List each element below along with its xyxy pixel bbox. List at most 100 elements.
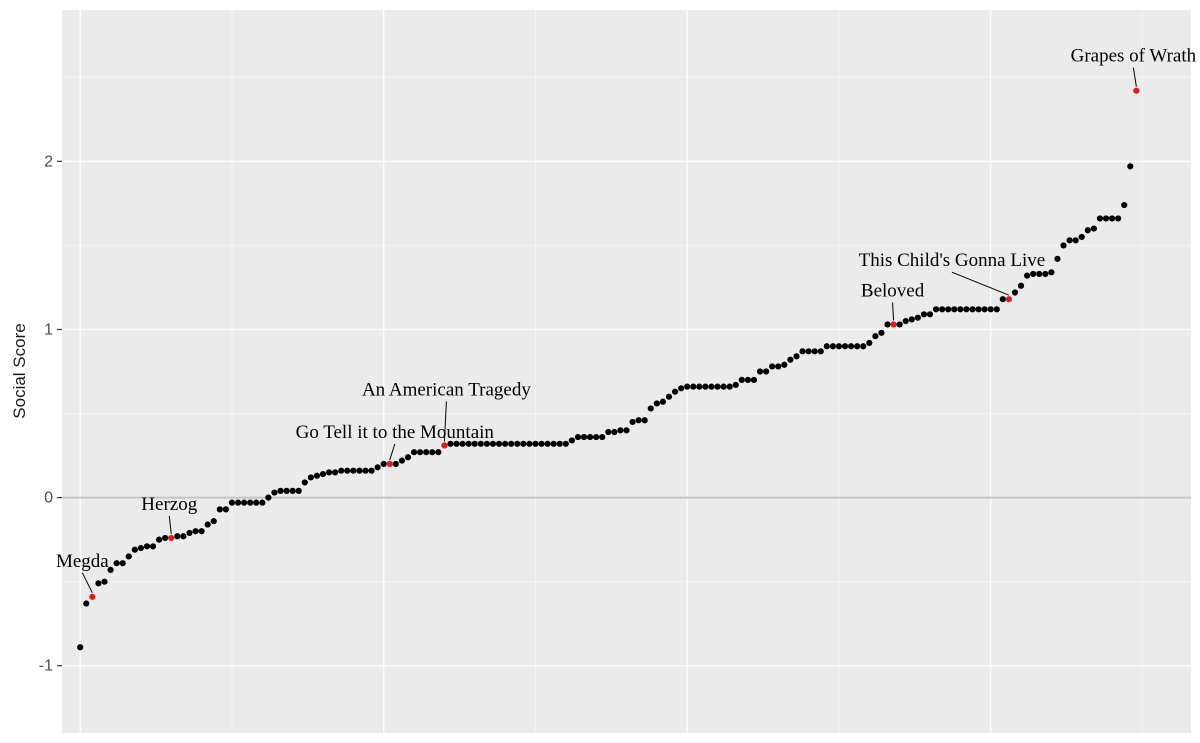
data-point (690, 383, 697, 390)
data-point (398, 457, 406, 464)
annotation-leader (1132, 67, 1137, 87)
data-point (277, 487, 284, 494)
data-point (744, 376, 751, 384)
data-point (714, 383, 721, 390)
data-point (350, 467, 357, 474)
data-point (617, 427, 624, 434)
data-point (823, 343, 830, 350)
data-point (295, 487, 302, 494)
data-point (1078, 233, 1085, 241)
y-tick-label: -1 (39, 658, 53, 675)
data-point (1024, 272, 1031, 279)
data-point (556, 440, 563, 447)
data-point (969, 306, 976, 313)
data-point (374, 464, 381, 471)
data-point (228, 499, 236, 506)
annotation-leader (892, 302, 895, 321)
annotation-leader (443, 401, 447, 442)
data-point (156, 536, 163, 543)
data-point (732, 381, 739, 389)
data-point (1060, 242, 1067, 249)
annotation-leader (951, 271, 1010, 296)
data-point (283, 487, 290, 494)
annotation-label: Beloved (861, 280, 925, 301)
data-point (392, 460, 399, 468)
data-point (720, 383, 727, 390)
data-point (641, 417, 648, 424)
data-point (1017, 282, 1025, 289)
data-point (866, 339, 873, 347)
data-point (781, 361, 788, 368)
data-point (696, 383, 703, 390)
data-point (1102, 215, 1110, 222)
plot-panel (62, 10, 1191, 733)
y-axis-ticks (57, 160, 62, 667)
data-point (1090, 225, 1097, 232)
data-point (143, 543, 151, 550)
data-point (459, 440, 466, 447)
data-point (1121, 201, 1128, 209)
data-point (1011, 289, 1019, 296)
y-tick-label: 0 (44, 490, 53, 507)
data-point (1084, 227, 1091, 234)
data-point (920, 311, 928, 318)
data-point (495, 440, 503, 447)
data-point (811, 348, 818, 355)
data-point (738, 376, 745, 384)
data-point (1030, 270, 1037, 278)
data-point (702, 383, 709, 390)
data-point (678, 385, 685, 392)
data-point (465, 440, 472, 447)
data-point (410, 449, 418, 456)
highlighted-point (89, 593, 96, 600)
data-point (313, 472, 321, 479)
data-point (77, 644, 84, 651)
data-point (429, 449, 436, 456)
data-point (872, 333, 879, 340)
grid-minor (62, 10, 1191, 733)
annotation-leaders (81, 67, 1137, 594)
data-point (368, 467, 375, 474)
highlighted-point (168, 534, 175, 542)
data-point (1042, 270, 1049, 278)
y-tick-label: 2 (44, 153, 53, 170)
data-point (932, 306, 940, 313)
data-point (1054, 255, 1061, 262)
data-point (1036, 270, 1043, 278)
data-point (477, 440, 484, 447)
data-point (435, 449, 442, 456)
data-point (945, 306, 952, 313)
data-point (987, 306, 994, 313)
data-point (247, 499, 254, 506)
data-point (423, 449, 430, 456)
data-point (605, 428, 612, 436)
data-point (957, 306, 964, 313)
annotations: Megda Herzog Go Tell it to the Mountain An … (56, 46, 1197, 572)
highlighted-point (386, 460, 393, 468)
data-point (483, 440, 490, 447)
data-point (271, 489, 278, 496)
data-point (265, 494, 272, 501)
data-point (1108, 215, 1116, 222)
data-point (671, 388, 679, 395)
annotation-label: Herzog (141, 494, 197, 515)
annotation-leader (389, 443, 396, 461)
data-point (647, 405, 654, 412)
data-point (623, 427, 630, 434)
data-point (149, 543, 157, 550)
data-point (926, 311, 934, 318)
data-point (210, 518, 217, 525)
data-point (902, 317, 909, 325)
data-point (981, 306, 988, 313)
data-point (356, 467, 363, 474)
data-point (586, 433, 594, 441)
data-point (101, 578, 108, 585)
data-point (878, 329, 885, 336)
data-point (222, 506, 229, 513)
data-point (447, 440, 454, 447)
data-point (137, 544, 145, 552)
data-point (83, 600, 90, 607)
data-point (708, 383, 715, 390)
data-point (756, 368, 764, 375)
data-point (659, 398, 667, 405)
